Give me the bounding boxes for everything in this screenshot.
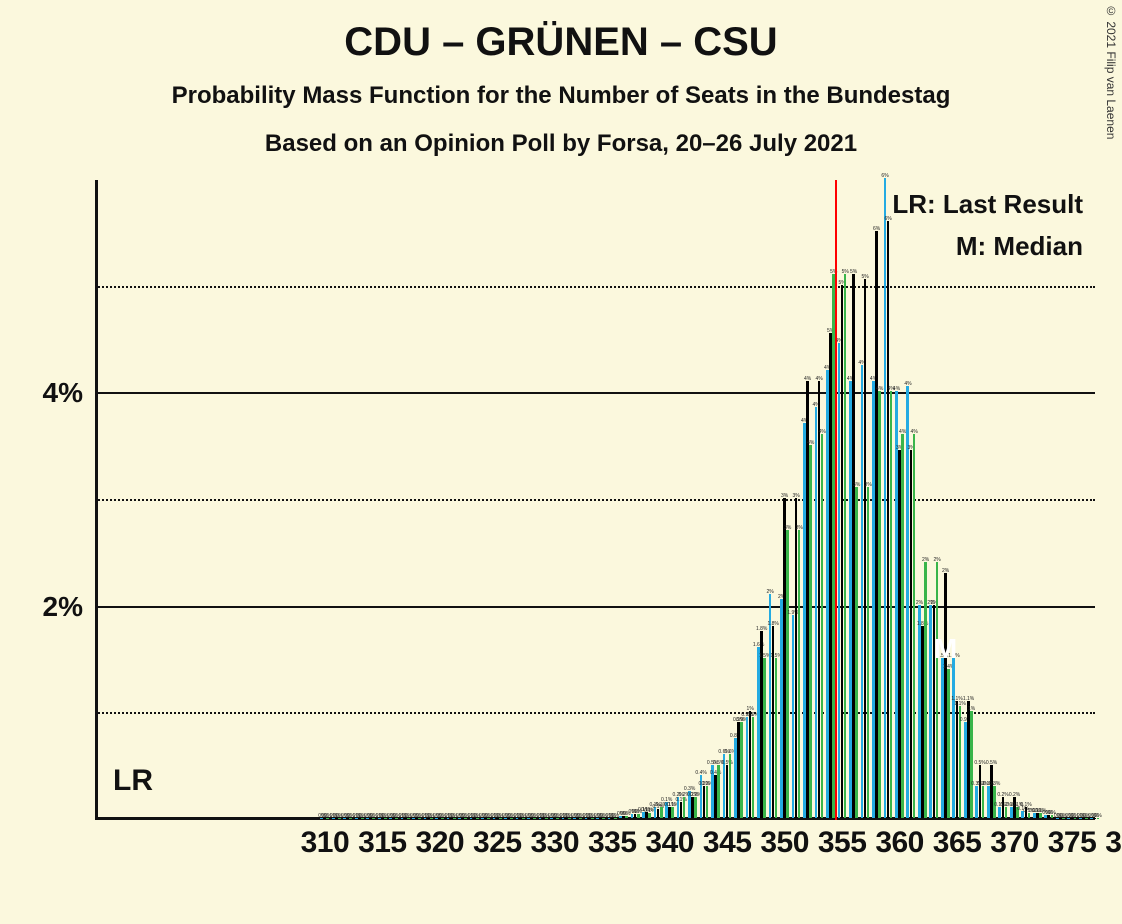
bar-series-c	[867, 487, 870, 818]
x-tick-label: 350	[760, 826, 809, 860]
bar-series-c	[982, 786, 985, 818]
lr-marker: LR	[113, 764, 153, 798]
x-tick-label: 360	[875, 826, 924, 860]
bar-series-c	[1005, 807, 1008, 818]
bar-value-label: 1.5%	[948, 653, 959, 659]
x-tick-label: 340	[645, 826, 694, 860]
bar-series-c	[844, 274, 847, 818]
bar-series-c	[947, 669, 950, 818]
bar-series-c	[878, 391, 881, 818]
bar-series-c	[913, 434, 916, 818]
bar-value-label: 2%	[934, 557, 941, 563]
bar-value-label: 3%	[784, 525, 791, 531]
bar-series-c	[901, 434, 904, 818]
bar-value-label: 0.5%	[974, 760, 985, 766]
bar-value-label: 2%	[916, 600, 923, 606]
x-tick-label: 335	[588, 826, 637, 860]
bar-series-c	[683, 797, 686, 818]
bar-value-label: 3%	[781, 493, 788, 499]
plot-inner: 2%4% 31031532032533033534034535035536036…	[95, 180, 1095, 820]
y-tick-label: 2%	[23, 591, 83, 623]
bar-series-c	[660, 807, 663, 818]
bar-value-label: 2%	[766, 589, 773, 595]
bar-value-label: 0%	[1094, 813, 1101, 819]
x-tick-label: 310	[301, 826, 350, 860]
bar-value-label: 4%	[899, 429, 906, 435]
bar-series-c	[694, 797, 697, 818]
bar-value-label: 4%	[807, 440, 814, 446]
bar-value-label: 2%	[942, 568, 949, 574]
bar-series-c	[890, 391, 893, 818]
bar-series-c	[752, 717, 755, 818]
bar-series-c	[775, 658, 778, 818]
x-tick-label: 375	[1048, 826, 1097, 860]
bar-series-c	[786, 530, 789, 818]
bar-value-label: 3%	[793, 493, 800, 499]
x-tick-label: 330	[530, 826, 579, 860]
bar-value-label: 6%	[881, 173, 888, 179]
bar-value-label: 1.8%	[767, 621, 778, 627]
bar-value-label: 4%	[816, 376, 823, 382]
bar-series-c	[970, 711, 973, 818]
bar-series-c	[936, 562, 939, 818]
bar-value-label: 3%	[853, 482, 860, 488]
bar-value-label: 1.8%	[756, 626, 767, 632]
bar-series-c	[740, 722, 743, 818]
bar-value-label: 6%	[884, 216, 891, 222]
bar-series-c	[798, 530, 801, 818]
bar-value-label: 4%	[911, 429, 918, 435]
bar-series-c	[809, 445, 812, 818]
bar-series-c	[717, 765, 720, 818]
chart-container: © 2021 Filip van Laenen CDU – GRÜNEN – C…	[0, 0, 1122, 924]
x-tick-label: 380	[1105, 826, 1122, 860]
bar-series-c	[763, 658, 766, 818]
bar-value-label: 0.2%	[1009, 792, 1020, 798]
bar-value-label: 4%	[904, 381, 911, 387]
median-line	[835, 180, 837, 820]
bar-value-label: 0.5%	[986, 760, 997, 766]
bar-value-label: 4%	[819, 429, 826, 435]
plot-area: 2%4% 31031532032533033534034535035536036…	[95, 180, 1095, 820]
bar-value-label: 3%	[796, 525, 803, 531]
bar-value-label: 1.1%	[963, 696, 974, 702]
x-tick-label: 370	[990, 826, 1039, 860]
y-tick-label: 4%	[23, 377, 83, 409]
bar-value-label: 0.3%	[989, 781, 1000, 787]
bar-series-c	[821, 434, 824, 818]
bar-value-label: 5%	[861, 274, 868, 280]
x-tick-label: 325	[473, 826, 522, 860]
bar-series-c	[671, 807, 674, 818]
bar-series-c	[855, 487, 858, 818]
bar-value-label: 5%	[850, 269, 857, 275]
bar-value-label: 2%	[922, 557, 929, 563]
bar-value-label: 4%	[893, 386, 900, 392]
bar-value-label: 4%	[876, 386, 883, 392]
x-tick-label: 315	[358, 826, 407, 860]
x-tick-label: 320	[416, 826, 465, 860]
bar-series-c	[729, 754, 732, 818]
x-tick-label: 365	[933, 826, 982, 860]
bar-value-label: 0.2%	[997, 792, 1008, 798]
bars-layer: 0%0%0%0%0%0%0%0%0%0%0%0%0%0%0%0%0%0%0%0%…	[95, 180, 1095, 820]
bar-value-label: 6%	[873, 226, 880, 232]
x-tick-label: 355	[818, 826, 867, 860]
bar-value-label: 1.1%	[954, 701, 965, 707]
x-tick-label: 345	[703, 826, 752, 860]
bar-series-c	[706, 786, 709, 818]
bar-value-label: 3%	[865, 482, 872, 488]
bar-value-label: 4%	[804, 376, 811, 382]
bar-value-label: 1%	[968, 706, 975, 712]
chart-title: CDU – GRÜNEN – CSU	[0, 20, 1122, 65]
bar-value-label: 0.4%	[695, 770, 706, 776]
bar-value-label: 5%	[842, 269, 849, 275]
chart-subtitle-2: Based on an Opinion Poll by Forsa, 20–26…	[0, 130, 1122, 158]
chart-subtitle-1: Probability Mass Function for the Number…	[0, 82, 1122, 110]
